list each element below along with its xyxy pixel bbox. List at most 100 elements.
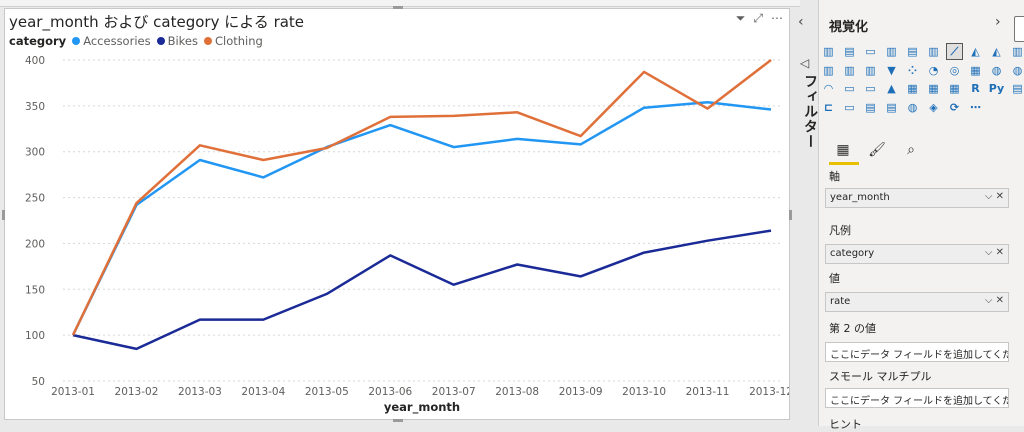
resize-handle-top[interactable] (393, 6, 403, 9)
x-tick-label: 2013-11 (686, 386, 730, 398)
funnel-icon[interactable]: ▼ (887, 63, 896, 77)
legend-item-accessories[interactable]: Accessories (72, 34, 151, 48)
visualizations-pane: 視覚化 › ▥ ▤ ▭ ▥ ▤ ▥ ⟋ ◭ ◭ ▥ ▥ ▥ ▥ ▼ ⁘ ◔ ◎ ▦ ◍ ◍ ◠ ▭ ▭ ▲ ▦ ▦ ▦ R Py ▤ ⊏ ▭ ▤… (818, 0, 1024, 431)
collapse-pane-chevron-icon[interactable]: › (995, 14, 1001, 30)
legend-item-bikes[interactable]: Bikes (156, 34, 198, 48)
treemap-icon[interactable]: ▦ (970, 63, 981, 77)
clustered-column-icon[interactable]: ▤ (844, 45, 855, 58)
well-label: 軸 (829, 170, 840, 183)
power-automate-icon[interactable]: ⟳ (949, 100, 960, 114)
focus-mode-icon[interactable]: ⤢ (753, 11, 763, 25)
visual-type-grid: ▥ ▤ ▭ ▥ ▤ ▥ ⟋ ◭ ◭ ▥ ▥ ▥ ▥ ▼ ⁘ ◔ ◎ ▦ ◍ ◍ ◠ ▭ ▭ ▲ ▦ ▦ ▦ R Py ▤ ⊏ ▭ ▤ ▤ ◍ ◈ ⟳ ⋯ (821, 43, 1024, 118)
area-icon[interactable]: ◭ (971, 45, 980, 58)
stacked-bar-icon[interactable]: ▥ (823, 45, 834, 58)
azure-map-icon[interactable]: ◍ (907, 100, 918, 114)
x-tick-label: 2013-05 (305, 386, 349, 398)
well-value: ここにデータ フィールドを追加してくだ... (830, 350, 1009, 361)
field-well-chip[interactable]: rate ⌵ ✕ (825, 292, 1009, 312)
qa-icon[interactable]: ▭ (844, 100, 855, 114)
chevron-remove-icon[interactable]: ⌵ ✕ (984, 191, 1004, 202)
stacked-area-icon[interactable]: ◭ (992, 45, 1001, 58)
series-line-accessories (71, 100, 772, 336)
chevron-remove-icon[interactable]: ⌵ ✕ (984, 295, 1004, 306)
y-tick-label: 300 (25, 147, 45, 159)
gauge-icon[interactable]: ◠ (824, 82, 833, 95)
table-icon[interactable]: ▦ (928, 82, 939, 95)
scatter-icon[interactable]: ⁘ (907, 63, 918, 77)
field-well-chip[interactable]: category ⌵ ✕ (825, 244, 1009, 264)
r-visual-icon[interactable]: R (971, 82, 980, 95)
filter-pane-icon[interactable]: ◁ (800, 56, 810, 70)
visual-header-icons: ⏷ ⤢ ⋯ (736, 11, 783, 26)
x-tick-label: 2013-06 (368, 386, 412, 398)
filled-map-icon[interactable]: ◍ (1012, 63, 1023, 77)
paginated-icon[interactable]: ▤ (886, 100, 897, 114)
more-options-icon[interactable]: ⋯ (771, 11, 783, 25)
format-paint-roller-icon[interactable]: 🖌 (868, 142, 886, 158)
x-tick-label: 2013-12 (749, 386, 789, 398)
chevron-remove-icon[interactable]: ⌵ ✕ (984, 247, 1004, 258)
filter-icon[interactable]: ⏷ (735, 11, 746, 25)
y-tick-label: 50 (32, 376, 45, 388)
legend-label: Accessories (83, 34, 151, 48)
line-stacked-icon[interactable]: ▥ (823, 63, 834, 77)
ribbon-icon[interactable]: ▥ (844, 63, 855, 77)
pane-tabs: ▦ 🖌 ⌕ (833, 140, 921, 160)
well-label: 第 2 の値 (829, 322, 876, 335)
power-apps-icon[interactable]: ◈ (929, 100, 938, 114)
matrix-icon[interactable]: ▦ (949, 82, 960, 95)
well-value: category (830, 248, 875, 259)
x-axis-title: year_month (384, 400, 460, 415)
active-tab-indicator (829, 162, 859, 165)
pane-title: 視覚化 (829, 20, 869, 35)
slicer-icon[interactable]: ▦ (907, 82, 918, 95)
resize-handle-left[interactable] (2, 210, 5, 220)
resize-handle-bottom[interactable] (393, 419, 403, 422)
line-chart-visual[interactable]: year_month および category による rate categor… (4, 8, 790, 420)
x-tick-label: 2013-02 (115, 386, 159, 398)
x-tick-label: 2013-03 (178, 386, 222, 398)
clustered-bar-icon[interactable]: ▥ (886, 45, 897, 58)
decomp-tree-icon[interactable]: ⊏ (823, 100, 834, 114)
line-column-icon[interactable]: ▥ (1012, 45, 1023, 58)
pie-icon[interactable]: ◔ (928, 63, 939, 77)
y-tick-label: 400 (25, 55, 45, 67)
well-label: 凡例 (829, 224, 851, 237)
y-tick-label: 200 (25, 238, 45, 250)
legend-item-clothing[interactable]: Clothing (204, 34, 263, 48)
multi-card-icon[interactable]: ▭ (865, 82, 876, 95)
key-influencers-icon[interactable]: ▤ (1012, 82, 1023, 95)
field-well-dropzone[interactable]: ここにデータ フィールドを追加してくだ... (825, 342, 1009, 362)
analytics-magnifier-icon[interactable]: ⌕ (907, 142, 915, 158)
x-tick-label: 2013-08 (495, 386, 539, 398)
series-line-bikes (72, 229, 772, 351)
field-well-dropzone[interactable]: ここにデータ フィールドを追加してくだ... (825, 388, 1009, 408)
more-icon[interactable]: ⋯ (970, 100, 981, 114)
well-label: 値 (829, 272, 840, 285)
resize-handle-right[interactable] (789, 210, 792, 220)
y-tick-label: 100 (25, 330, 45, 342)
legend-label: Clothing (215, 34, 263, 48)
fields-tab-icon[interactable]: ▦ (836, 142, 850, 158)
legend-label: Bikes (167, 34, 198, 48)
waterfall-icon[interactable]: ▥ (865, 63, 876, 77)
field-well-chip[interactable]: year_month ⌵ ✕ (825, 188, 1009, 208)
series-line-clothing (71, 59, 772, 336)
narrative-icon[interactable]: ▤ (865, 100, 876, 114)
donut-icon[interactable]: ◎ (949, 63, 960, 77)
python-visual-icon[interactable]: Py (988, 82, 1005, 95)
map-icon[interactable]: ◍ (991, 63, 1002, 77)
collapse-filters-chevron-icon[interactable]: ‹ (798, 14, 804, 30)
visual-title: year_month および category による rate (9, 13, 305, 31)
chart-legend: category Accessories Bikes Clothing (9, 34, 269, 48)
fields-pane-edge[interactable] (1014, 16, 1024, 42)
stacked-bar-h-icon[interactable]: ▭ (865, 45, 876, 58)
stacked-100-icon[interactable]: ▤ (907, 45, 918, 58)
well-label: ヒント (829, 418, 862, 431)
line-icon[interactable]: ⟋ (946, 43, 963, 60)
column-100-icon[interactable]: ▥ (928, 45, 939, 58)
kpi-icon[interactable]: ▲ (887, 82, 896, 95)
card-icon[interactable]: ▭ (844, 82, 855, 95)
filters-pane-label[interactable]: フィルター (802, 74, 818, 149)
well-value: year_month (830, 192, 890, 203)
